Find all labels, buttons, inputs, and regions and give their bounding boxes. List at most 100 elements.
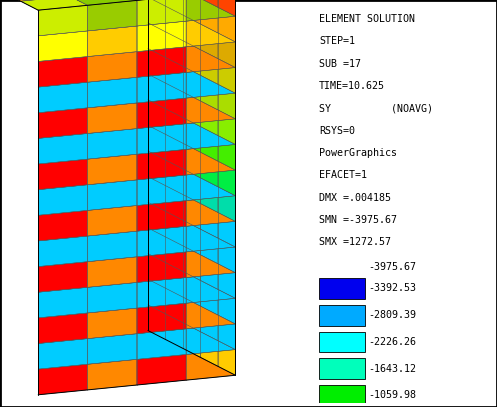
- Polygon shape: [87, 103, 137, 133]
- Polygon shape: [38, 133, 87, 164]
- Text: ELEMENT SOLUTION: ELEMENT SOLUTION: [319, 14, 415, 24]
- Polygon shape: [87, 231, 137, 262]
- Text: -3392.53: -3392.53: [369, 283, 416, 293]
- Polygon shape: [186, 16, 236, 47]
- Polygon shape: [186, 221, 236, 252]
- Polygon shape: [200, 127, 218, 161]
- Polygon shape: [137, 252, 186, 282]
- Polygon shape: [148, 23, 166, 57]
- Bar: [319, 332, 365, 352]
- Polygon shape: [166, 186, 183, 220]
- Polygon shape: [200, 229, 218, 264]
- Text: PowerGraphics: PowerGraphics: [319, 148, 397, 158]
- Polygon shape: [218, 212, 236, 247]
- Polygon shape: [87, 308, 137, 339]
- Polygon shape: [137, 303, 186, 334]
- Polygon shape: [38, 287, 87, 318]
- Text: -3975.67: -3975.67: [369, 262, 416, 272]
- Polygon shape: [186, 298, 236, 329]
- Polygon shape: [186, 170, 236, 201]
- Polygon shape: [87, 257, 137, 287]
- Text: DMX =.004185: DMX =.004185: [319, 193, 391, 203]
- Polygon shape: [200, 152, 218, 187]
- Polygon shape: [166, 263, 183, 297]
- Polygon shape: [70, 0, 137, 5]
- Polygon shape: [137, 98, 186, 129]
- Polygon shape: [166, 0, 183, 15]
- Polygon shape: [87, 52, 137, 82]
- Polygon shape: [137, 124, 186, 154]
- Polygon shape: [21, 0, 87, 10]
- Polygon shape: [166, 6, 183, 41]
- Polygon shape: [38, 5, 87, 36]
- Text: -2226.26: -2226.26: [369, 337, 416, 347]
- Polygon shape: [137, 278, 186, 308]
- Text: -2809.39: -2809.39: [369, 310, 416, 320]
- Polygon shape: [183, 118, 200, 152]
- Polygon shape: [87, 359, 137, 390]
- Polygon shape: [218, 238, 236, 273]
- Polygon shape: [166, 109, 183, 143]
- Polygon shape: [166, 134, 183, 169]
- Polygon shape: [183, 271, 200, 306]
- Polygon shape: [38, 210, 87, 241]
- Polygon shape: [186, 68, 236, 98]
- Polygon shape: [166, 288, 183, 323]
- Polygon shape: [148, 100, 166, 134]
- Polygon shape: [148, 0, 166, 6]
- Polygon shape: [218, 110, 236, 144]
- Polygon shape: [87, 334, 137, 364]
- Polygon shape: [166, 32, 183, 66]
- Polygon shape: [38, 57, 87, 87]
- Polygon shape: [87, 129, 137, 159]
- Polygon shape: [38, 313, 87, 344]
- Polygon shape: [148, 254, 166, 288]
- Polygon shape: [148, 125, 166, 160]
- Polygon shape: [87, 26, 137, 57]
- Polygon shape: [87, 0, 137, 31]
- Polygon shape: [183, 297, 200, 332]
- Text: -1059.98: -1059.98: [369, 390, 416, 400]
- Polygon shape: [186, 196, 236, 226]
- Polygon shape: [38, 339, 87, 369]
- Polygon shape: [218, 315, 236, 350]
- Polygon shape: [137, 149, 186, 180]
- Polygon shape: [218, 7, 236, 42]
- Polygon shape: [183, 92, 200, 127]
- Polygon shape: [166, 237, 183, 271]
- Polygon shape: [166, 314, 183, 348]
- Polygon shape: [38, 236, 87, 267]
- Polygon shape: [137, 201, 186, 231]
- Polygon shape: [38, 185, 87, 215]
- Polygon shape: [87, 154, 137, 185]
- Text: SUB =17: SUB =17: [319, 59, 361, 69]
- Polygon shape: [87, 282, 137, 313]
- Polygon shape: [183, 143, 200, 178]
- Polygon shape: [186, 247, 236, 278]
- Polygon shape: [186, 273, 236, 303]
- Polygon shape: [183, 195, 200, 229]
- Polygon shape: [218, 84, 236, 119]
- Polygon shape: [183, 323, 200, 357]
- Polygon shape: [87, 77, 137, 108]
- Polygon shape: [200, 255, 218, 289]
- Polygon shape: [87, 180, 137, 210]
- Polygon shape: [137, 354, 186, 385]
- Text: TIME=10.625: TIME=10.625: [319, 81, 385, 91]
- Polygon shape: [200, 24, 218, 59]
- Polygon shape: [183, 0, 200, 24]
- Polygon shape: [38, 31, 87, 61]
- Polygon shape: [87, 206, 137, 236]
- Text: SMN =-3975.67: SMN =-3975.67: [319, 215, 397, 225]
- Polygon shape: [200, 0, 218, 7]
- Polygon shape: [166, 57, 183, 92]
- Text: -1643.12: -1643.12: [369, 363, 416, 374]
- Polygon shape: [218, 59, 236, 93]
- Bar: [319, 385, 365, 406]
- Polygon shape: [137, 226, 186, 257]
- Polygon shape: [218, 33, 236, 68]
- Text: STEP=1: STEP=1: [319, 36, 355, 46]
- Polygon shape: [200, 306, 218, 341]
- Polygon shape: [148, 305, 166, 339]
- Polygon shape: [148, 151, 166, 186]
